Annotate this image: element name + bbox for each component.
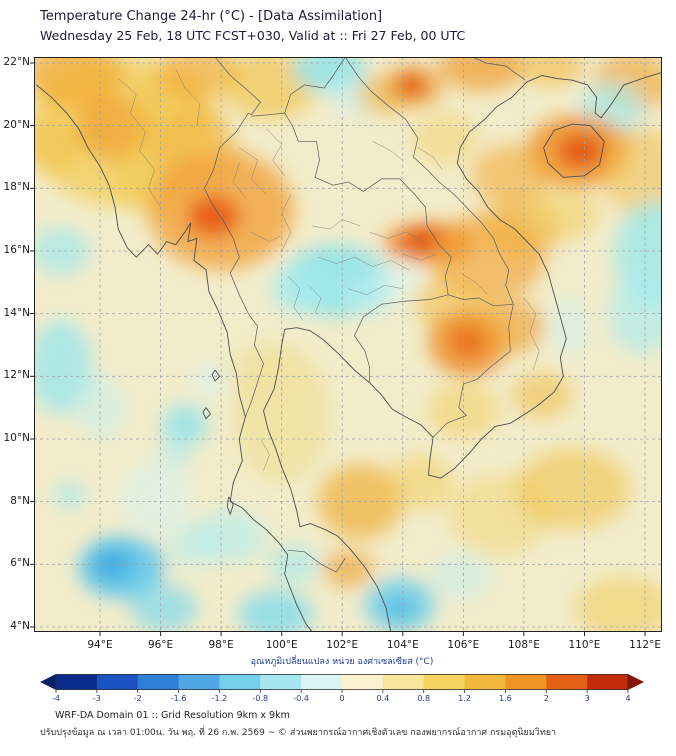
footer-domain-info: WRF-DA Domain 01 :: Grid Resolution 9km … (55, 710, 290, 721)
colorbar-tick-label: -0.4 (293, 694, 309, 703)
colorbar-tick-label: 3 (584, 694, 590, 703)
map-plot (30, 57, 662, 636)
page-subtitle: Wednesday 25 Feb, 18 UTC FCST+030, Valid… (40, 28, 466, 43)
footer-credit: ปรับปรุงข้อมูล ณ เวลา 01:00น. วัน พฤ. ที… (40, 728, 557, 738)
colorbar-tick-label: 1.2 (458, 694, 471, 703)
x-tick-label: 112°E (629, 639, 661, 651)
x-tick-label: 106°E (447, 639, 480, 651)
y-tick-label: 18°N (3, 181, 30, 194)
colorbar-title: อุณหภูมิเปลี่ยนแปลง หน่วย องศาเซลเซียส (… (250, 657, 434, 667)
x-tick-label: 94°E (87, 639, 113, 651)
colorbar-tick-label: -4 (52, 694, 60, 703)
y-tick-label: 4°N (10, 619, 30, 632)
colorbar-tick-label: -2 (133, 694, 142, 703)
x-tick-label: 108°E (507, 639, 540, 651)
x-tick-label: 96°E (147, 639, 174, 651)
y-tick-label: 10°N (3, 431, 30, 444)
y-tick-label: 12°N (3, 369, 30, 382)
plot-area (30, 57, 662, 636)
y-tick-label: 22°N (3, 55, 30, 68)
colorbar-tick-label: 1.6 (499, 694, 512, 703)
x-tick-label: 100°E (265, 639, 298, 651)
colorbar-tick-label: 0.4 (376, 694, 390, 703)
colorbar-svg (40, 674, 644, 693)
y-tick-label: 6°N (10, 557, 30, 570)
x-tick-label: 102°E (326, 639, 359, 651)
page-title: Temperature Change 24-hr (°C) - [Data As… (40, 9, 383, 24)
colorbar-tick-label: -3 (92, 694, 101, 703)
x-tick-label: 110°E (568, 639, 601, 651)
colorbar-tick-label: -1.2 (211, 694, 228, 703)
x-tick-label: 98°E (208, 639, 234, 651)
colorbar-tick-label: -1.6 (170, 694, 187, 703)
colorbar-tick-label: 2 (543, 694, 549, 703)
y-tick-label: 16°N (3, 243, 30, 256)
colorbar-tick-label: 4 (625, 694, 631, 703)
x-tick-label: 104°E (386, 639, 419, 651)
colorbar-tick-label: 0 (339, 694, 345, 703)
y-tick-label: 20°N (3, 118, 30, 131)
y-tick-label: 8°N (10, 494, 30, 507)
colorbar-tick-label: 0.8 (417, 694, 431, 703)
y-tick-label: 14°N (3, 306, 30, 319)
colorbar-tick-label: -0.8 (252, 694, 269, 703)
